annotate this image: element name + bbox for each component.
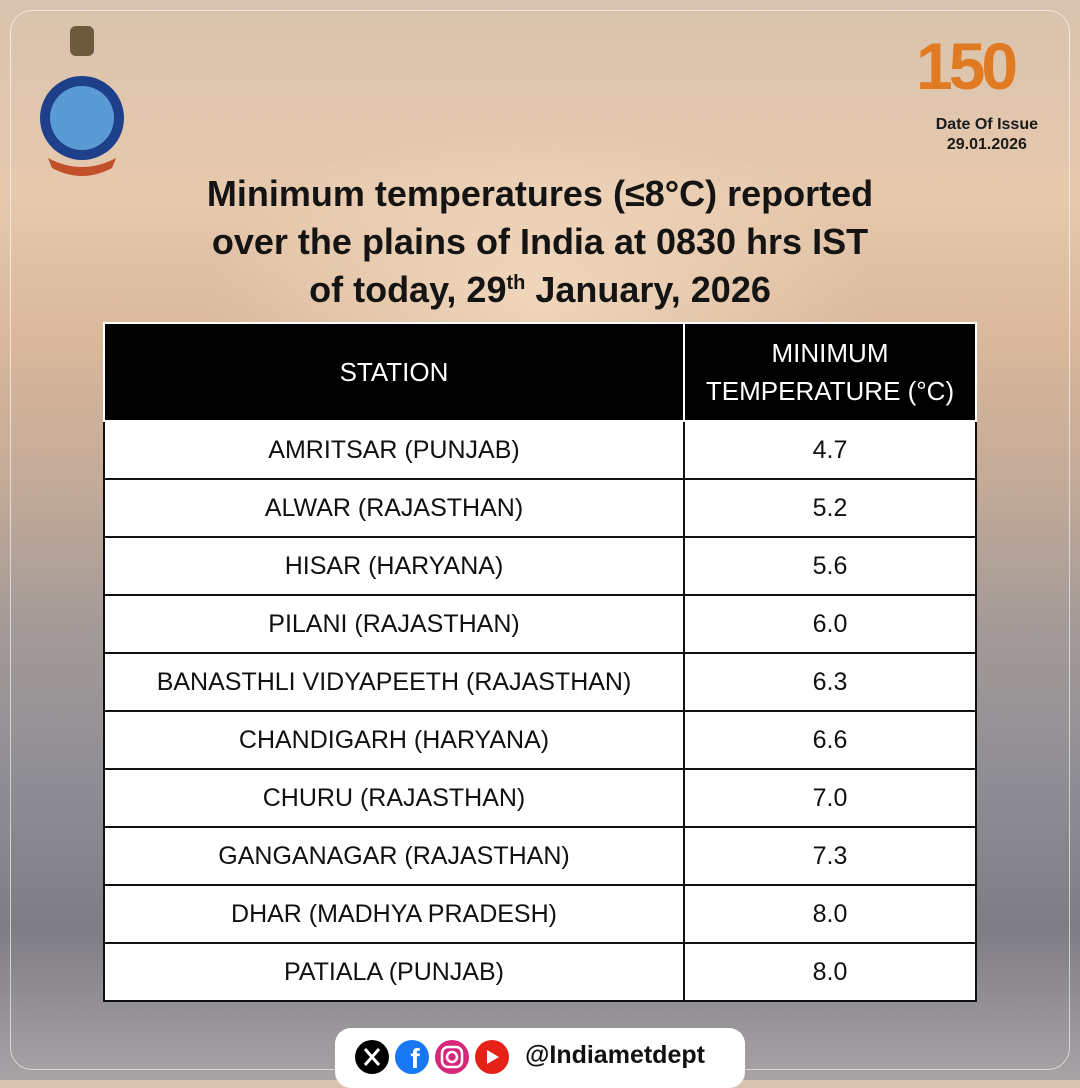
header-row: STATION MINIMUM TEMPERATURE (°C) — [103, 322, 977, 422]
title-line: Minimum temperatures (≤8°C) reported — [206, 173, 874, 214]
temperature-cell: 6.6 — [683, 710, 977, 770]
temperature-cell: 8.0 — [683, 942, 977, 1002]
temperature-cell: 6.3 — [683, 652, 977, 712]
issue-date: Date Of Issue 29.01.2026 — [936, 115, 1038, 155]
title-line: over the plains of India at 0830 hrs IST — [211, 221, 869, 262]
column-header: STATION — [103, 322, 685, 422]
temperature-cell: 7.0 — [683, 768, 977, 828]
station-cell: BANASTHLI VIDYAPEETH (RAJASTHAN) — [103, 652, 685, 712]
temperature-cell: 4.7 — [683, 420, 977, 480]
table-row: GANGANAGAR (RAJASTHAN) 7.3 — [103, 826, 977, 886]
title-text: January, 2026 — [525, 269, 771, 310]
temperature-cell: 5.2 — [683, 478, 977, 538]
station-cell: PILANI (RAJASTHAN) — [103, 594, 685, 654]
station-cell: PATIALA (PUNJAB) — [103, 942, 685, 1002]
title-text: of today, 29 — [309, 269, 507, 310]
temperature-cell: 8.0 — [683, 884, 977, 944]
station-cell: DHAR (MADHYA PRADESH) — [103, 884, 685, 944]
station-cell: HISAR (HARYANA) — [103, 536, 685, 596]
date-label: Date Of Issue — [935, 116, 1038, 133]
table-row: CHURU (RAJASTHAN) 7.0 — [103, 768, 977, 828]
table-row: PILANI (RAJASTHAN) 6.0 — [103, 594, 977, 654]
svg-text:f: f — [410, 1043, 420, 1074]
table-row: AMRITSAR (PUNJAB) 4.7 — [103, 420, 977, 480]
table-row: DHAR (MADHYA PRADESH) 8.0 — [103, 884, 977, 944]
temperature-cell: 7.3 — [683, 826, 977, 886]
temperature-cell: 6.0 — [683, 594, 977, 654]
temperature-cell: 5.6 — [683, 536, 977, 596]
table-row: HISAR (HARYANA) 5.6 — [103, 536, 977, 596]
social-handle: @Indiametdept — [525, 1041, 705, 1069]
table-row: ALWAR (RAJASTHAN) 5.2 — [103, 478, 977, 538]
station-cell: GANGANAGAR (RAJASTHAN) — [103, 826, 685, 886]
title-sup: th — [506, 272, 526, 294]
date-value: 29.01.2026 — [946, 136, 1027, 153]
title-line: of today, 29th January, 2026 — [0, 266, 1080, 314]
social-icons: f — [355, 1040, 509, 1074]
station-cell: CHURU (RAJASTHAN) — [103, 768, 685, 828]
table-row: CHANDIGARH (HARYANA) 6.6 — [103, 710, 977, 770]
station-cell: CHANDIGARH (HARYANA) — [103, 710, 685, 770]
title: Minimum temperatures (≤8°C) reported ove… — [0, 170, 1080, 314]
anniversary-logo: 150 — [916, 29, 1018, 103]
table-row: PATIALA (PUNJAB) 8.0 — [103, 942, 977, 1002]
imd-emblem — [40, 26, 124, 176]
temperature-table: STATION MINIMUM TEMPERATURE (°C) AMRITSA… — [103, 322, 977, 1002]
column-header: MINIMUM TEMPERATURE (°C) — [683, 322, 977, 422]
station-cell: AMRITSAR (PUNJAB) — [103, 420, 685, 480]
table-row: BANASTHLI VIDYAPEETH (RAJASTHAN) 6.3 — [103, 652, 977, 712]
station-cell: ALWAR (RAJASTHAN) — [103, 478, 685, 538]
